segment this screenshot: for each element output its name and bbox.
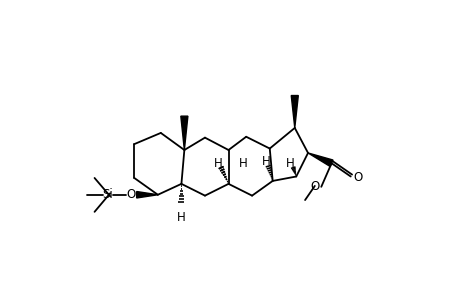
Polygon shape xyxy=(308,153,332,166)
Polygon shape xyxy=(136,191,157,198)
Text: Si: Si xyxy=(102,188,113,201)
Text: O: O xyxy=(353,172,362,184)
Text: O: O xyxy=(127,188,136,201)
Text: H: H xyxy=(285,157,293,170)
Text: H: H xyxy=(238,157,247,170)
Polygon shape xyxy=(291,95,298,128)
Text: H: H xyxy=(261,155,270,168)
Text: H: H xyxy=(177,211,185,224)
Text: O: O xyxy=(310,180,319,193)
Polygon shape xyxy=(180,116,187,150)
Text: H: H xyxy=(213,157,222,170)
